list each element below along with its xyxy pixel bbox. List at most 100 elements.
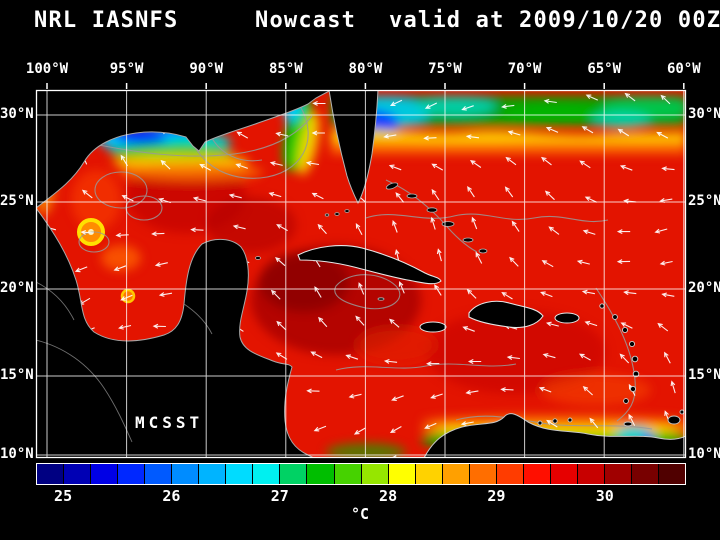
wind-vector (121, 195, 134, 202)
colorbar-cell (144, 464, 172, 484)
colorbar-cell (495, 464, 523, 484)
mexico-central-america (36, 207, 315, 458)
lon-label: 80°W (348, 61, 383, 77)
wind-vector (616, 229, 631, 234)
wind-vector (279, 457, 289, 458)
lat-label-left: 10°N (0, 446, 34, 462)
lat-label-left: 25°N (0, 193, 34, 209)
wind-vector (431, 188, 440, 201)
wind-vector (355, 222, 363, 235)
wind-vector (270, 289, 281, 300)
wind-vector (355, 315, 365, 326)
wind-vector (118, 324, 132, 330)
wind-vector (585, 94, 599, 101)
wind-vector (543, 98, 557, 104)
lon-label: 90°W (189, 61, 224, 77)
wind-vector (158, 292, 173, 297)
wind-vector (391, 395, 404, 401)
mcsst-label: MCSST (135, 413, 203, 432)
wind-vector (469, 159, 482, 168)
colorbar-tick-label: 25 (54, 487, 73, 505)
map-border (35, 89, 687, 459)
wind-vector (500, 387, 514, 392)
wind-vector (434, 284, 442, 296)
colorbar-tick-label: 27 (270, 487, 289, 505)
lesser-antilles (599, 303, 640, 404)
gulf-coast-land (36, 90, 332, 209)
wind-vector (628, 413, 636, 426)
wind-vector (236, 131, 249, 139)
colorbar-cell (63, 464, 91, 484)
wind-vector (475, 251, 483, 264)
wind-vector (392, 220, 398, 233)
puerto-rico (554, 312, 580, 324)
wind-vector (81, 189, 93, 199)
wind-vector (624, 92, 636, 102)
colorbar-tick-label: 28 (379, 487, 398, 505)
colorbar-cell (252, 464, 280, 484)
wind-vector (656, 131, 669, 139)
lat-label-left: 20°N (0, 280, 34, 296)
colorbar (36, 463, 686, 485)
lat-label-right: 25°N (688, 193, 720, 209)
wind-vector (431, 163, 444, 171)
lon-label: 70°W (507, 61, 542, 77)
wind-vector (545, 126, 559, 133)
wind-vector (395, 192, 405, 203)
wind-vector (310, 351, 323, 359)
model-name: NRL IASNFS (34, 8, 179, 33)
wind-vector (617, 128, 630, 137)
wind-vector (582, 386, 593, 396)
lon-label: 75°W (428, 61, 462, 77)
wind-vector (540, 291, 553, 298)
wind-vector (511, 220, 520, 232)
wind-vector (113, 265, 127, 272)
wind-vector (383, 358, 398, 364)
wind-vector (466, 289, 477, 299)
wind-vector (670, 380, 676, 394)
colorbar-cell (658, 464, 686, 484)
wind-vector (545, 321, 559, 327)
colorbar-cell (198, 464, 226, 484)
south-america (423, 413, 686, 458)
wind-vector (584, 320, 598, 327)
wind-vector (268, 191, 282, 198)
wind-vector (311, 130, 325, 136)
wind-vector (578, 353, 591, 361)
wind-vector (582, 229, 596, 235)
wind-vector (546, 419, 558, 428)
colorbar-cell (225, 464, 253, 484)
wind-vector (579, 160, 591, 169)
wind-vector (664, 351, 671, 364)
cayman (377, 297, 385, 301)
wind-vector (424, 422, 437, 429)
wind-vector (504, 186, 514, 198)
colorbar-cell (549, 464, 577, 484)
wind-vector (389, 426, 402, 434)
wind-vector (154, 262, 168, 267)
wind-vector (426, 361, 440, 367)
colorbar-cell (306, 464, 334, 484)
wind-vector (388, 164, 402, 171)
wind-vector (654, 228, 668, 234)
political-borders (36, 281, 213, 443)
lon-label: 60°W (666, 61, 701, 77)
wind-vector (232, 224, 246, 230)
wind-vector (506, 355, 520, 360)
lat-label-left: 15°N (0, 367, 34, 383)
wind-vector (471, 216, 478, 230)
cozumel (255, 256, 261, 260)
wind-vector (430, 216, 436, 230)
graticule (36, 90, 686, 458)
colorbar-cell (90, 464, 118, 484)
colorbar-tick-label: 30 (595, 487, 614, 505)
wind-vector (275, 352, 288, 360)
colorbar-cell (468, 464, 496, 484)
colorbar-cell (333, 464, 361, 484)
product-name: Nowcast (255, 8, 357, 33)
colorbar-cell (37, 464, 64, 484)
wind-vector (423, 135, 437, 141)
wind-vector (389, 318, 400, 328)
wind-vector (313, 425, 327, 432)
wind-vector (541, 156, 552, 166)
